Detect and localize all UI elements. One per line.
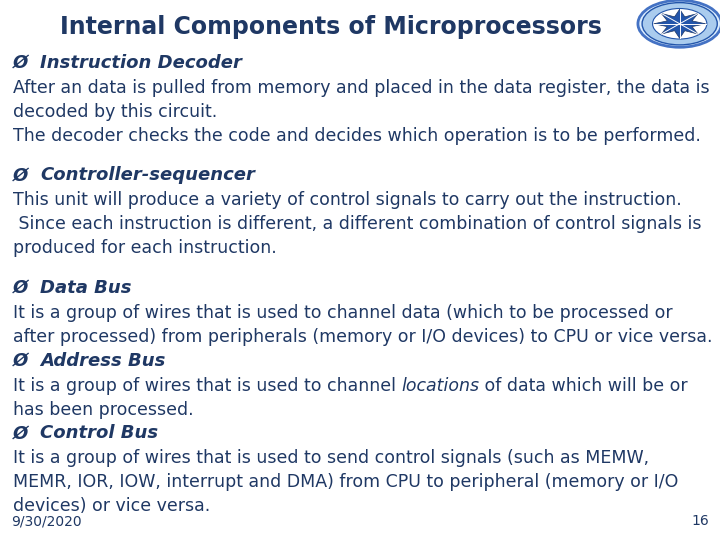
Text: of data which will be or: of data which will be or <box>480 376 688 395</box>
Text: The decoder checks the code and decides which operation is to be performed.: The decoder checks the code and decides … <box>13 127 701 145</box>
Text: Ø: Ø <box>13 424 28 442</box>
Text: Ø: Ø <box>13 54 28 72</box>
Text: After an data is pulled from memory and placed in the data register, the data is: After an data is pulled from memory and … <box>13 79 710 97</box>
Text: This unit will produce a variety of control signals to carry out the instruction: This unit will produce a variety of cont… <box>13 191 682 210</box>
Text: 16: 16 <box>691 514 709 528</box>
Ellipse shape <box>642 3 717 45</box>
Text: Ø: Ø <box>13 279 28 297</box>
Text: devices) or vice versa.: devices) or vice versa. <box>13 497 210 515</box>
Text: after processed) from peripherals (memory or I/O devices) to CPU or vice versa.: after processed) from peripherals (memor… <box>13 328 713 346</box>
Text: It is a group of wires that is used to channel data (which to be processed or: It is a group of wires that is used to c… <box>13 303 672 322</box>
Text: 9/30/2020: 9/30/2020 <box>11 514 81 528</box>
Text: Internal Components of Microprocessors: Internal Components of Microprocessors <box>60 15 602 39</box>
Ellipse shape <box>638 0 720 47</box>
Text: Since each instruction is different, a different combination of control signals : Since each instruction is different, a d… <box>13 215 701 233</box>
Text: Data Bus: Data Bus <box>40 279 132 297</box>
Text: Ø: Ø <box>13 166 28 185</box>
Text: It is a group of wires that is used to channel: It is a group of wires that is used to c… <box>13 376 402 395</box>
Text: Instruction Decoder: Instruction Decoder <box>40 54 242 72</box>
Ellipse shape <box>652 9 707 39</box>
Text: has been processed.: has been processed. <box>13 401 194 418</box>
Text: Controller-sequencer: Controller-sequencer <box>40 166 255 185</box>
Text: Address Bus: Address Bus <box>40 352 166 370</box>
Text: decoded by this circuit.: decoded by this circuit. <box>13 103 217 121</box>
Text: locations: locations <box>402 376 480 395</box>
Text: Control Bus: Control Bus <box>40 424 158 442</box>
Text: produced for each instruction.: produced for each instruction. <box>13 239 276 257</box>
Text: Ø: Ø <box>13 352 28 370</box>
Text: It is a group of wires that is used to send control signals (such as MEMW,: It is a group of wires that is used to s… <box>13 449 649 468</box>
Text: MEMR, IOR, IOW, interrupt and DMA) from CPU to peripheral (memory or I/O: MEMR, IOR, IOW, interrupt and DMA) from … <box>13 474 678 491</box>
Polygon shape <box>654 9 706 38</box>
